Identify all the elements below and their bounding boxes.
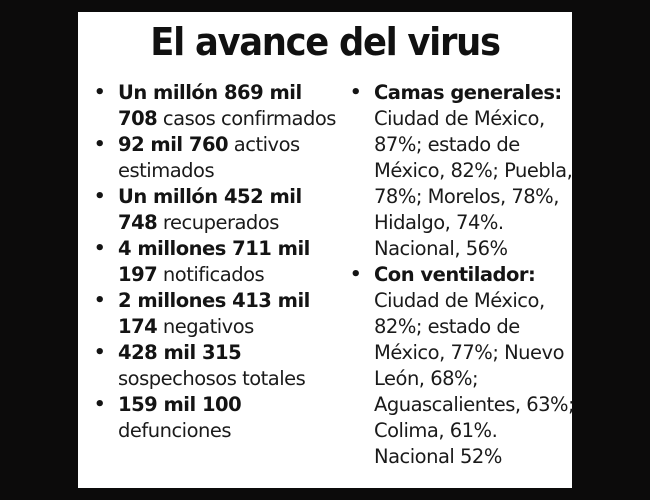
list-item-confirmed: • Un millón 869 mil 708 casos confirmados (94, 81, 336, 130)
bullet-icon: • (94, 82, 106, 103)
bullet-icon: • (350, 82, 362, 103)
list-item-deaths: • 159 mil 100 defunciones (94, 393, 242, 442)
bullet-icon: • (94, 342, 106, 363)
list-item-notified: • 4 millones 711 mil 197 notificados (94, 237, 310, 286)
list-item-recovered: • Un millón 452 mil 748 recuperados (94, 185, 302, 234)
stats-list: • Un millón 869 mil 708 casos confirmados… (90, 80, 340, 444)
hospital-occupancy-list: • Camas generales: Ciudad de México, 87%;… (346, 80, 576, 470)
list-item-general-beds: • Camas generales: Ciudad de México, 87%;… (350, 81, 573, 260)
list-item-negative: • 2 millones 413 mil 174 negativos (94, 289, 310, 338)
bullet-icon: • (94, 290, 106, 311)
bullet-icon: • (94, 238, 106, 259)
list-item-active: • 92 mil 760 activos estimados (94, 133, 300, 182)
list-item-ventilator-beds: • Con ventilador: Ciudad de México, 82%; … (350, 263, 575, 468)
list-item-suspected: • 428 mil 315 sospechosos totales (94, 341, 306, 390)
left-column: • Un millón 869 mil 708 casos confirmados… (90, 80, 340, 444)
bullet-icon: • (94, 134, 106, 155)
right-column: • Camas generales: Ciudad de México, 87%;… (346, 80, 576, 470)
bullet-icon: • (94, 394, 106, 415)
infographic-panel: El avance del virus • Un millón 869 mil 7… (78, 12, 575, 488)
bullet-icon: • (94, 186, 106, 207)
bullet-icon: • (350, 264, 362, 285)
page-title: El avance del virus (150, 20, 501, 64)
